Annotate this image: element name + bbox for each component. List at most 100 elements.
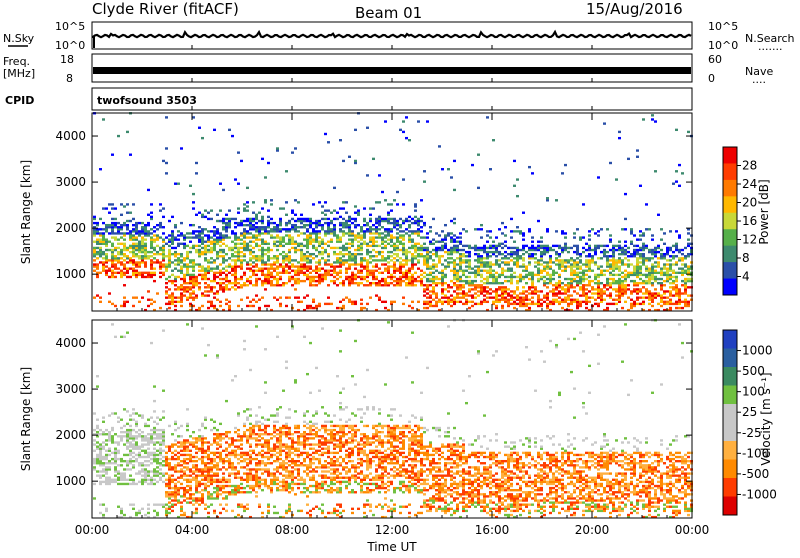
power-cell [603, 249, 606, 251]
power-cell [627, 284, 630, 286]
power-cell [528, 263, 531, 265]
power-cell [519, 276, 522, 278]
power-cell [669, 292, 672, 294]
power-cell [96, 232, 99, 234]
power-cell [135, 230, 138, 232]
power-cell [183, 245, 186, 247]
velocity-cell [132, 479, 135, 481]
power-cell [354, 303, 357, 305]
velocity-cell [204, 462, 207, 464]
power-cell [459, 267, 462, 269]
velocity-cell [165, 464, 168, 466]
power-cell [102, 251, 105, 253]
power-cell [468, 245, 471, 247]
power-cell [429, 305, 432, 307]
power-cell [162, 249, 165, 251]
power-cell [123, 284, 126, 286]
power-cell [525, 282, 528, 284]
velocity-cell [147, 470, 150, 472]
power-cell [333, 251, 336, 253]
power-colorbar-segment [723, 246, 737, 263]
power-cell [168, 276, 171, 278]
power-cell [642, 243, 645, 245]
power-cell [348, 251, 351, 253]
power-cell [342, 245, 345, 247]
power-cell [588, 255, 591, 257]
power-cell [492, 241, 495, 243]
power-cell [561, 270, 564, 272]
power-cell [528, 261, 531, 263]
velocity-cell [210, 462, 213, 464]
power-cell [243, 284, 246, 286]
velocity-cell [162, 450, 165, 452]
power-cell [216, 238, 219, 240]
power-cell [372, 265, 375, 267]
velocity-cell [189, 458, 192, 460]
power-cell [177, 261, 180, 263]
power-cell [246, 245, 249, 247]
power-cell [279, 243, 282, 245]
power-cell [342, 201, 345, 203]
velocity-cell [183, 479, 186, 481]
power-cell [657, 294, 660, 296]
power-cell [105, 249, 108, 251]
velocity-cell [153, 472, 156, 474]
velocity-cell [156, 470, 159, 472]
power-cell [486, 280, 489, 282]
power-cell [423, 307, 426, 309]
power-cell [651, 272, 654, 274]
power-cell [105, 226, 108, 228]
power-cell [573, 278, 576, 280]
power-cell [150, 247, 153, 249]
power-cell [264, 243, 267, 245]
power-cell [315, 236, 318, 238]
power-cell [186, 290, 189, 292]
power-cell [150, 276, 153, 278]
power-cell [303, 226, 306, 228]
power-cell [342, 305, 345, 307]
power-cell [123, 249, 126, 251]
power-cell [345, 220, 348, 222]
power-cell [555, 251, 558, 253]
power-cell [372, 272, 375, 274]
power-cell [360, 261, 363, 263]
power-cell [369, 241, 372, 243]
power-cell [261, 247, 264, 249]
power-cell [405, 257, 408, 259]
velocity-cell [129, 441, 132, 443]
power-cell [444, 274, 447, 276]
power-cell [516, 226, 519, 228]
power-cell [561, 299, 564, 301]
power-cell [312, 253, 315, 255]
velocity-cell [195, 470, 198, 472]
power-cell [372, 238, 375, 240]
power-cell [519, 292, 522, 294]
power-cell [171, 299, 174, 301]
power-cell [564, 245, 567, 247]
power-cell [441, 303, 444, 305]
power-cell [330, 232, 333, 234]
power-cell [369, 228, 372, 230]
power-cell [507, 294, 510, 296]
power-cell [516, 178, 519, 180]
velocity-cell [153, 452, 156, 454]
power-cell [648, 257, 651, 259]
power-cell [453, 234, 456, 236]
velocity-cell [99, 470, 102, 472]
power-cell [192, 245, 195, 247]
power-cell [252, 220, 255, 222]
power-cell [399, 278, 402, 280]
velocity-cell [111, 452, 114, 454]
power-cell [366, 230, 369, 232]
power-cell [237, 238, 240, 240]
power-cell [237, 212, 240, 214]
power-cell [369, 207, 372, 209]
power-cell [576, 292, 579, 294]
power-cell [522, 265, 525, 267]
power-cell [600, 274, 603, 276]
velocity-cell [168, 506, 171, 508]
power-cell [375, 201, 378, 203]
power-cell [408, 270, 411, 272]
power-cell [672, 276, 675, 278]
power-cell [114, 263, 117, 265]
